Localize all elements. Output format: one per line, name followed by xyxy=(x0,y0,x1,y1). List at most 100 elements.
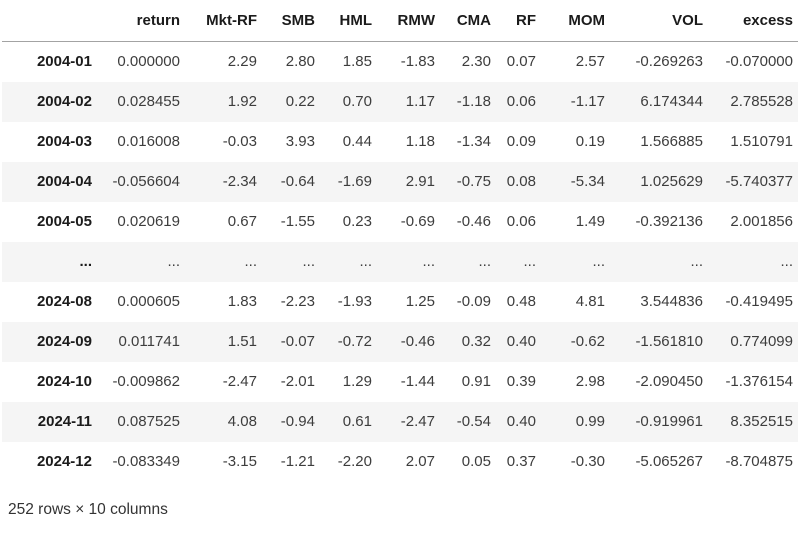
table-dimensions-note: 252 rows × 10 columns xyxy=(8,501,168,518)
cell: 0.39 xyxy=(506,373,536,390)
table-row: 2004-02 0.028455 1.92 0.22 0.70 1.17 -1.18 0.06… xyxy=(2,82,798,122)
cell: -0.69 xyxy=(400,213,435,230)
cell: -2.23 xyxy=(280,293,315,310)
cell: -5.740377 xyxy=(725,173,793,190)
cell: 0.020619 xyxy=(117,213,180,230)
cell: 6.174344 xyxy=(640,93,703,110)
cell: -2.34 xyxy=(222,173,257,190)
table-row: 2024-08 0.000605 1.83 -2.23 -1.93 1.25 -0.09 0.… xyxy=(2,282,798,322)
cell: -0.269263 xyxy=(635,53,703,70)
cell: 1.85 xyxy=(342,53,372,70)
cell: 1.49 xyxy=(575,213,605,230)
cell: 0.40 xyxy=(506,333,536,350)
cell: 1.83 xyxy=(227,293,257,310)
cell: 1.29 xyxy=(342,373,372,390)
cell: 1.17 xyxy=(405,93,435,110)
cell: 1.025629 xyxy=(640,173,703,190)
cell: 1.510791 xyxy=(730,133,793,150)
cell: -0.392136 xyxy=(635,213,703,230)
cell: 2.29 xyxy=(227,53,257,70)
cell: 2.91 xyxy=(405,173,435,190)
cell: 0.91 xyxy=(461,373,491,390)
cell: -0.62 xyxy=(570,333,605,350)
cell: -1.34 xyxy=(456,133,491,150)
cell: -3.15 xyxy=(222,453,257,470)
cell: -0.009862 xyxy=(112,373,180,390)
row-index: 2024-12 xyxy=(36,453,92,470)
table-head: return Mkt-RF SMB HML RMW CMA RF MOM VOL excess xyxy=(2,1,798,42)
cell: 0.016008 xyxy=(117,133,180,150)
cell: 0.000000 xyxy=(117,53,180,70)
row-index: 2024-09 xyxy=(36,333,92,350)
column-header: Mkt-RF xyxy=(185,1,262,42)
cell: 3.544836 xyxy=(640,293,703,310)
cell: 0.05 xyxy=(461,453,491,470)
cell: 3.93 xyxy=(285,133,315,150)
cell: -0.083349 xyxy=(112,453,180,470)
row-index: 2004-02 xyxy=(36,93,92,110)
row-index: 2024-11 xyxy=(37,413,92,430)
cell: -0.919961 xyxy=(635,413,703,430)
cell: -2.090450 xyxy=(635,373,703,390)
cell: -1.93 xyxy=(337,293,372,310)
cell: -0.54 xyxy=(456,413,491,430)
cell: 0.08 xyxy=(506,173,536,190)
cell: -0.72 xyxy=(337,333,372,350)
cell: 0.07 xyxy=(506,53,536,70)
cell: -8.704875 xyxy=(725,453,793,470)
cell: 0.09 xyxy=(506,133,536,150)
cell: ... xyxy=(302,253,315,270)
cell: -2.20 xyxy=(337,453,372,470)
cell: -1.55 xyxy=(280,213,315,230)
cell: 2.30 xyxy=(461,53,491,70)
cell: -0.46 xyxy=(456,213,491,230)
row-index: 2024-10 xyxy=(36,373,92,390)
cell: 0.44 xyxy=(342,133,372,150)
cell: 0.37 xyxy=(506,453,536,470)
cell: 1.25 xyxy=(405,293,435,310)
cell: -2.01 xyxy=(280,373,315,390)
cell: 1.51 xyxy=(227,333,257,350)
row-index: 2004-05 xyxy=(36,213,92,230)
cell: ... xyxy=(592,253,605,270)
column-header: HML xyxy=(320,1,377,42)
cell: 0.40 xyxy=(506,413,536,430)
cell: -1.17 xyxy=(570,93,605,110)
column-header: RF xyxy=(496,1,541,42)
cell: -0.94 xyxy=(280,413,315,430)
cell: -0.09 xyxy=(456,293,491,310)
cell: -5.065267 xyxy=(635,453,703,470)
table-row: 2024-11 0.087525 4.08 -0.94 0.61 -2.47 -0.54 0.… xyxy=(2,402,798,442)
cell: -2.47 xyxy=(222,373,257,390)
row-index: 2004-01 xyxy=(36,53,92,70)
header-row: return Mkt-RF SMB HML RMW CMA RF MOM VOL excess xyxy=(2,1,798,42)
cell: -1.18 xyxy=(456,93,491,110)
index-corner-cell xyxy=(2,1,97,42)
cell: 2.001856 xyxy=(730,213,793,230)
cell: 1.92 xyxy=(227,93,257,110)
cell: -1.561810 xyxy=(635,333,703,350)
cell: 0.011741 xyxy=(118,333,180,350)
table-body: 2004-01 0.000000 2.29 2.80 1.85 -1.83 2.30 0.07… xyxy=(2,41,798,482)
cell: 0.61 xyxy=(342,413,372,430)
cell: -0.64 xyxy=(280,173,315,190)
cell: 0.028455 xyxy=(117,93,180,110)
cell: -0.75 xyxy=(456,173,491,190)
column-header: excess xyxy=(708,1,798,42)
cell: 1.566885 xyxy=(640,133,703,150)
cell: 0.99 xyxy=(575,413,605,430)
table-row: 2004-04 -0.056604 -2.34 -0.64 -1.69 2.91 -0.75… xyxy=(2,162,798,202)
cell: ... xyxy=(780,253,793,270)
cell: 2.98 xyxy=(575,373,605,390)
dataframe-table: return Mkt-RF SMB HML RMW CMA RF MOM VOL excess 2… xyxy=(2,1,798,482)
cell: 4.81 xyxy=(575,293,605,310)
cell: 0.000605 xyxy=(117,293,180,310)
cell: ... xyxy=(244,253,257,270)
cell: -0.30 xyxy=(570,453,605,470)
cell: ... xyxy=(523,253,536,270)
cell: -0.070000 xyxy=(725,53,793,70)
cell: 2.785528 xyxy=(730,93,793,110)
column-header: RMW xyxy=(377,1,440,42)
cell: -2.47 xyxy=(400,413,435,430)
